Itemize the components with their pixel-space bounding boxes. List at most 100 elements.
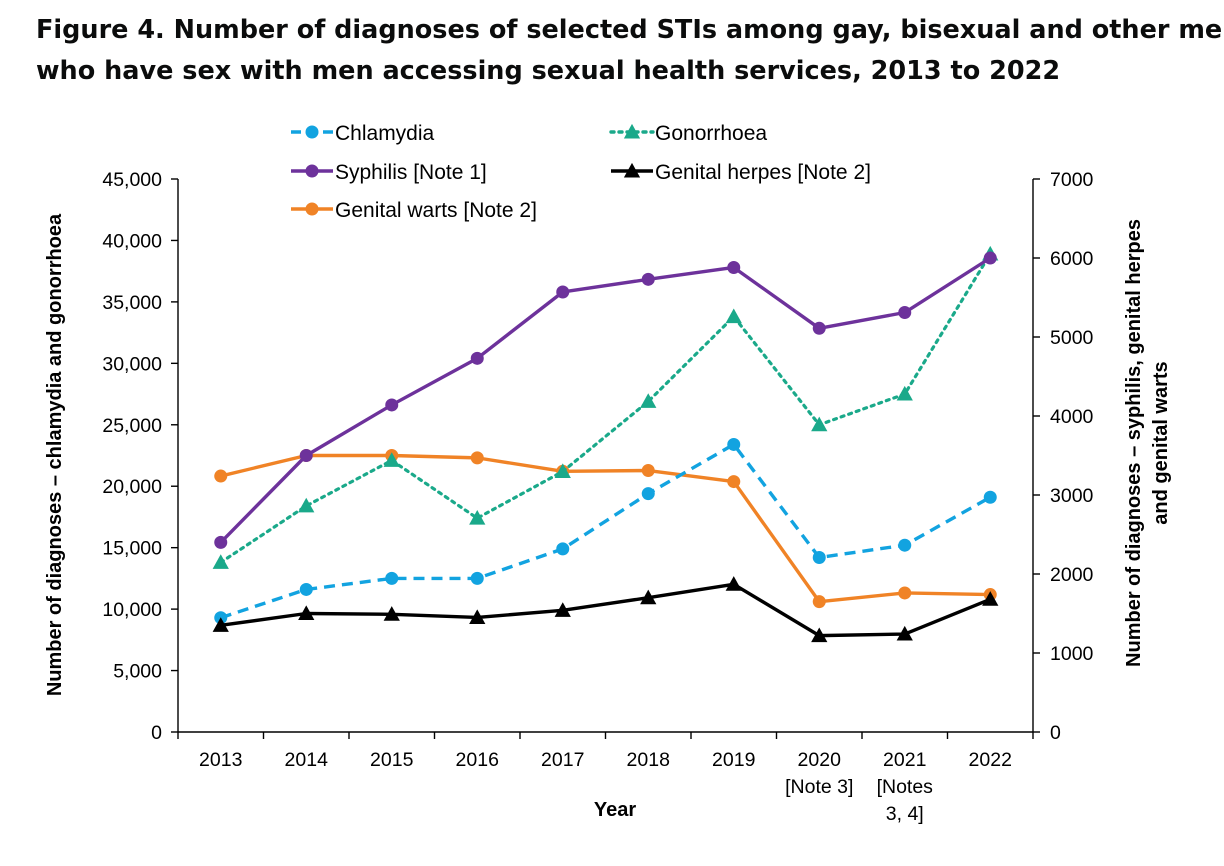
left-y-tick-label: 45,000	[102, 169, 162, 191]
left-y-tick-label: 40,000	[102, 230, 162, 252]
data-point	[212, 617, 229, 632]
data-point	[640, 589, 657, 605]
chart-axes: 0 5,000 10,000 15,000 20,000 25,000 30,000 35,0…	[102, 169, 1093, 825]
x-axis-title: Year	[594, 799, 636, 821]
data-point	[385, 398, 399, 412]
x-tick-label: 2013	[199, 749, 242, 771]
x-tick-label: 2021 [Notes 3, 4]	[877, 749, 934, 825]
right-y-axis-title-line-1: Number of diagnoses – syphilis, genital …	[1123, 219, 1145, 667]
data-point	[982, 591, 999, 606]
left-y-tick-label: 30,000	[102, 353, 162, 375]
data-point	[898, 586, 912, 600]
data-point	[385, 571, 399, 585]
data-point	[725, 576, 742, 591]
data-point	[469, 609, 486, 624]
data-point	[725, 308, 742, 324]
left-y-tick-label: 5,000	[113, 661, 162, 683]
data-point	[812, 321, 826, 335]
legend-swatch-marker	[305, 202, 319, 216]
series-line	[220, 453, 991, 604]
left-y-tick-label: 15,000	[102, 538, 162, 560]
right-y-tick-label: 6000	[1050, 248, 1094, 270]
legend-item: Genital herpes [Note 2]	[611, 161, 871, 184]
right-y-tick-label: 0	[1050, 722, 1061, 744]
chart-legend: Chlamydia Gonorrhoea Syphilis [Note 1] Geni…	[291, 122, 871, 222]
data-point	[812, 595, 826, 609]
legend-label: Genital herpes [Note 2]	[655, 161, 871, 184]
data-point	[641, 464, 655, 478]
data-point	[727, 475, 741, 489]
legend-swatch-marker	[623, 162, 641, 178]
x-tick-label: 2014	[285, 749, 329, 771]
data-point	[214, 469, 228, 483]
data-point	[299, 582, 313, 596]
right-y-tick-label: 2000	[1050, 564, 1094, 586]
data-point	[898, 538, 912, 552]
data-point	[214, 535, 228, 549]
legend-label: Gonorrhoea	[655, 122, 767, 145]
series-genital-warts-note	[214, 449, 997, 609]
series-line	[220, 442, 992, 620]
data-point	[983, 251, 997, 265]
right-y-tick-label: 1000	[1050, 643, 1094, 665]
series-line	[219, 256, 992, 544]
data-point	[896, 385, 913, 401]
x-tick-label: 2022	[969, 749, 1012, 771]
left-y-tick-label: 35,000	[102, 292, 162, 314]
data-point	[898, 306, 912, 320]
data-point	[212, 554, 229, 569]
left-y-axis-title: Number of diagnoses – chlamydia and gono…	[44, 213, 66, 696]
data-point	[298, 605, 315, 620]
x-tick-label: 2020 [Note 3]	[785, 749, 853, 798]
series-syphilis-note	[214, 251, 997, 549]
data-point	[896, 625, 913, 641]
left-y-tick-label: 0	[151, 722, 162, 744]
x-tick-label: 2016	[456, 749, 499, 771]
legend-label: Chlamydia	[335, 122, 435, 145]
series-chlamydia	[214, 437, 997, 625]
data-point	[641, 487, 655, 501]
right-y-axis-title-line-2: and genital warts	[1150, 361, 1172, 524]
left-y-tick-label: 25,000	[102, 415, 162, 437]
series-genital-herpes-note	[212, 576, 999, 643]
data-point	[554, 602, 571, 617]
data-point	[811, 627, 828, 643]
data-point	[556, 542, 570, 556]
x-tick-label: 2015	[370, 749, 414, 771]
legend-swatch-marker	[305, 164, 319, 178]
data-point	[299, 449, 313, 462]
legend-item: Genital warts [Note 2]	[291, 199, 537, 222]
series-line	[219, 252, 992, 565]
data-point	[383, 452, 400, 467]
figure-title: Figure 4. Number of diagnoses of selecte…	[36, 10, 1224, 92]
data-point	[640, 393, 657, 408]
x-tick-label: 2018	[627, 749, 670, 771]
chart-series	[212, 245, 999, 643]
data-point	[812, 550, 826, 564]
right-y-tick-label: 7000	[1050, 169, 1094, 191]
data-point	[298, 497, 315, 513]
figure-title-line-2: who have sex with men accessing sexual h…	[36, 56, 1061, 86]
legend-item: Syphilis [Note 1]	[291, 161, 487, 184]
figure-title-line-1: Figure 4. Number of diagnoses of selecte…	[36, 15, 1224, 45]
legend-label: Syphilis [Note 1]	[335, 161, 487, 184]
data-point	[470, 571, 484, 585]
data-point	[383, 606, 400, 621]
data-point	[727, 437, 741, 451]
data-point	[983, 490, 997, 504]
left-y-tick-label: 10,000	[102, 599, 162, 621]
legend-label: Genital warts [Note 2]	[335, 199, 537, 222]
legend-swatch-marker	[623, 123, 641, 139]
data-point	[554, 463, 571, 478]
legend-item: Gonorrhoea	[609, 122, 767, 145]
data-point	[727, 260, 741, 274]
legend-item: Chlamydia	[291, 122, 435, 145]
x-tick-label: 2017	[541, 749, 584, 771]
data-point	[641, 272, 655, 286]
right-y-tick-label: 3000	[1050, 485, 1094, 507]
data-point	[470, 351, 484, 365]
data-point	[470, 451, 484, 465]
data-point	[469, 510, 486, 525]
legend-swatch-marker	[305, 125, 319, 139]
